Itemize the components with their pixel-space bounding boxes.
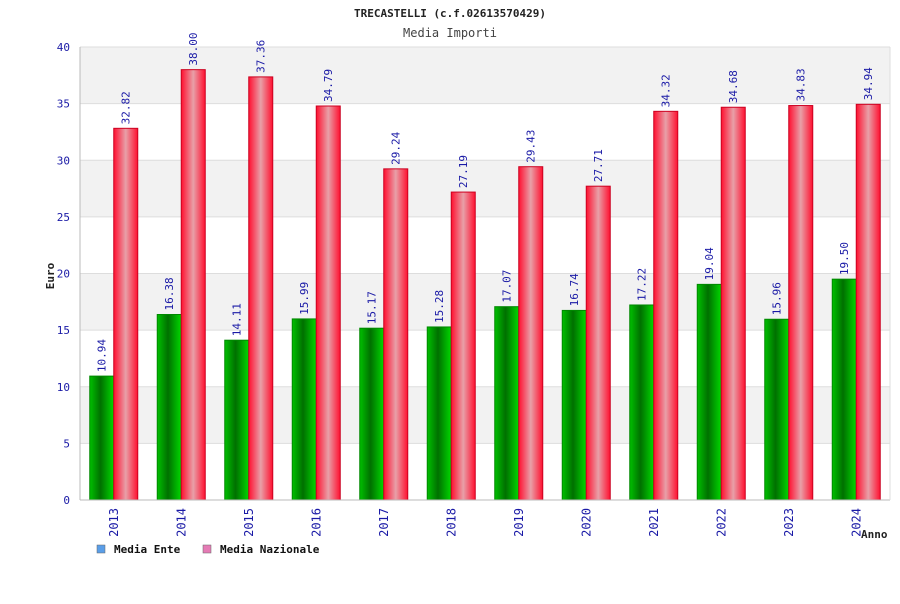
bar-media-ente-2017 (359, 327, 385, 501)
y-tick-label: 5 (63, 437, 70, 450)
value-label: 27.71 (592, 149, 605, 182)
bar-media-ente-2016 (291, 318, 317, 501)
value-label: 37.36 (255, 40, 268, 73)
bar-media-nazionale-2015 (248, 76, 274, 501)
y-tick-label: 25 (57, 211, 70, 224)
x-tick-label: 2021 (647, 508, 661, 537)
y-tick-label: 15 (57, 324, 70, 337)
legend-label: Media Ente (114, 543, 181, 556)
bar-media-nazionale-2018 (450, 191, 476, 501)
plot-band (80, 103, 890, 161)
value-labels: 10.94 32.82 16.38 38.00 14.11 37.36 15.99 34.79… (96, 33, 876, 373)
value-label: 27.19 (457, 155, 470, 188)
x-tick-label: 2016 (309, 508, 323, 537)
x-tick-label: 2024 (849, 508, 863, 537)
plot-band (80, 47, 890, 104)
bar-media-ente-2013 (89, 375, 115, 501)
value-label: 38.00 (187, 33, 200, 66)
x-axis-label: Anno (861, 528, 888, 541)
bar-media-nazionale-2017 (383, 168, 409, 501)
bar-media-ente-2018 (426, 326, 452, 501)
bar-media-ente-2015 (224, 339, 250, 501)
value-label: 34.68 (727, 70, 740, 103)
x-tick-label: 2018 (444, 508, 458, 537)
plot-band (80, 216, 890, 274)
legend-label: Media Nazionale (220, 543, 320, 556)
bar-media-nazionale-2024 (855, 103, 881, 501)
x-tick-labels: 2013 2014 2015 2016 2017 2018 2019 2020 2021 2022… (107, 508, 864, 537)
value-label: 15.17 (366, 291, 379, 324)
bar-media-nazionale-2020 (585, 185, 611, 501)
y-tick-label: 0 (63, 494, 70, 507)
value-label: 29.43 (525, 130, 538, 163)
value-label: 16.74 (568, 273, 581, 306)
plot-band (80, 330, 890, 387)
legend-swatch (202, 544, 212, 554)
plot-band (80, 386, 890, 444)
x-tick-label: 2015 (242, 508, 256, 537)
x-tick-label: 2023 (782, 508, 796, 537)
axes (79, 47, 891, 501)
value-label: 34.32 (660, 74, 673, 107)
bars (89, 69, 881, 501)
x-tick-label: 2017 (377, 508, 391, 537)
bar-media-nazionale-2013 (113, 127, 139, 501)
bar-media-ente-2022 (696, 283, 722, 501)
plot-band (80, 443, 890, 500)
x-tick-label: 2020 (579, 508, 593, 537)
bar-media-nazionale-2014 (180, 69, 206, 501)
y-tick-label: 10 (57, 381, 70, 394)
y-tick-label: 35 (57, 98, 70, 111)
bar-media-ente-2024 (831, 278, 857, 501)
value-label: 34.83 (795, 68, 808, 101)
value-label: 34.94 (862, 67, 875, 100)
x-tick-label: 2014 (174, 508, 188, 537)
x-tick-label: 2013 (107, 508, 121, 537)
y-tick-label: 20 (57, 268, 70, 281)
bar-media-nazionale-2016 (315, 105, 341, 501)
bar-media-nazionale-2021 (653, 110, 679, 501)
bar-media-ente-2021 (629, 304, 655, 501)
value-label: 19.04 (703, 247, 716, 280)
bar-media-ente-2023 (764, 318, 790, 501)
chart-title: TRECASTELLI (c.f.02613570429) (354, 7, 546, 20)
x-tick-label: 2019 (512, 508, 526, 537)
plot-band (80, 273, 890, 331)
bar-media-ente-2014 (156, 313, 182, 501)
value-label: 17.07 (501, 270, 514, 303)
y-tick-label: 30 (57, 154, 70, 167)
value-label: 16.38 (163, 277, 176, 310)
x-tick-label: 2022 (714, 508, 728, 537)
bar-media-ente-2019 (494, 306, 520, 501)
value-label: 34.79 (322, 69, 335, 102)
chart-subtitle: Media Importi (403, 26, 497, 40)
y-tick-labels: 0 5 10 15 20 25 30 35 40 (57, 41, 70, 507)
bar-media-nazionale-2019 (518, 166, 544, 501)
value-label: 19.50 (838, 242, 851, 275)
legend: Media Ente Media Nazionale (96, 543, 320, 556)
value-label: 17.22 (636, 268, 649, 301)
value-label: 14.11 (231, 303, 244, 336)
bar-media-nazionale-2022 (720, 106, 746, 501)
value-label: 10.94 (96, 339, 109, 372)
bar-media-ente-2020 (561, 309, 587, 501)
y-axis-label: Euro (44, 262, 57, 289)
value-label: 15.99 (298, 282, 311, 315)
plot-band (80, 160, 890, 217)
plot-background (80, 47, 890, 500)
bar-media-nazionale-2023 (788, 105, 814, 501)
value-label: 29.24 (390, 131, 403, 164)
value-label: 15.28 (433, 290, 446, 323)
value-label: 15.96 (771, 282, 784, 315)
value-label: 32.82 (120, 91, 133, 124)
legend-swatch (96, 544, 106, 554)
y-tick-label: 40 (57, 41, 70, 54)
